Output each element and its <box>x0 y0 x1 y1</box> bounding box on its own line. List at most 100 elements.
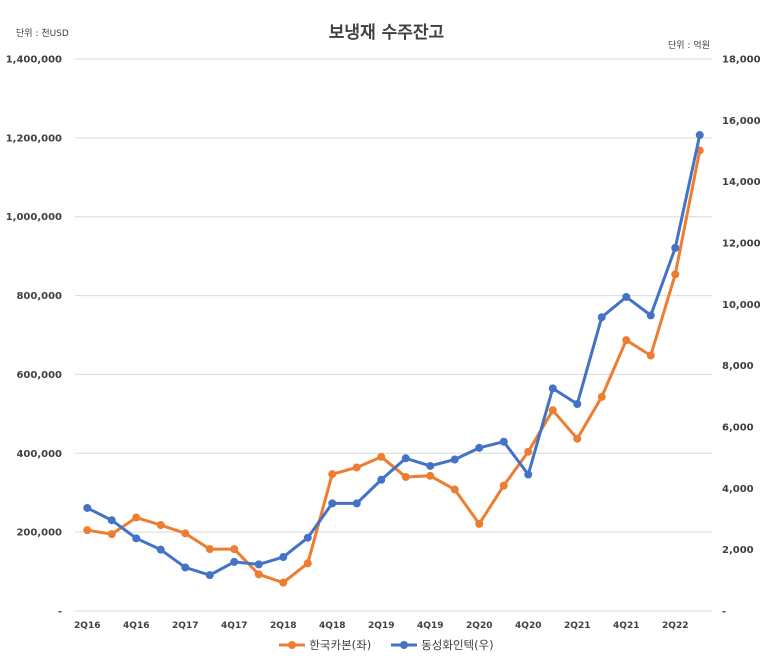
x-tick-label: 2Q22 <box>662 621 688 631</box>
series-0-point[interactable] <box>597 392 606 401</box>
gridlines <box>75 58 712 612</box>
series-0-point[interactable] <box>181 529 190 538</box>
series-0-point[interactable] <box>132 513 141 522</box>
series-1-point[interactable] <box>450 455 459 464</box>
left-tick-label: 1,200,000 <box>6 133 62 144</box>
series-1-point[interactable] <box>499 437 508 446</box>
series-0-point[interactable] <box>352 463 361 472</box>
series-0-point[interactable] <box>401 472 410 481</box>
right-tick-label: 18,000 <box>722 55 761 66</box>
series-0-point[interactable] <box>548 406 557 415</box>
right-axis-ticks: - 2,000 4,000 6,000 8,000 10,000 12,000 14,000 1… <box>722 55 761 618</box>
legend-swatch-blue <box>391 641 418 649</box>
series-1-point[interactable] <box>524 470 533 479</box>
left-tick-label: 200,000 <box>16 528 62 539</box>
series-1-point[interactable] <box>671 243 680 252</box>
series-1-point[interactable] <box>695 131 704 140</box>
series-1-point[interactable] <box>646 311 655 320</box>
left-tick-label: 1,000,000 <box>6 212 62 223</box>
x-tick-label: 2Q17 <box>172 621 198 631</box>
right-tick-label: 16,000 <box>722 116 761 127</box>
left-tick-label: 400,000 <box>16 449 62 460</box>
x-tick-label: 4Q19 <box>417 621 443 631</box>
right-tick-label: 8,000 <box>722 361 754 372</box>
left-tick-label: 1,400,000 <box>6 55 62 66</box>
series-1-point[interactable] <box>279 553 288 562</box>
series-0-point[interactable] <box>230 545 239 554</box>
series-0-point[interactable] <box>524 447 533 456</box>
series-0-point[interactable] <box>303 559 312 568</box>
right-tick-label: 6,000 <box>722 423 754 434</box>
right-tick-label: 12,000 <box>722 239 761 250</box>
x-tick-label: 2Q21 <box>564 621 590 631</box>
chart-title: 보냉재 수주잔고 <box>328 23 445 43</box>
right-tick-label: 10,000 <box>722 300 761 311</box>
series-0-point[interactable] <box>328 470 337 479</box>
series-1-point[interactable] <box>132 534 141 543</box>
series-1-point[interactable] <box>597 313 606 322</box>
left-axis-ticks: - 200,000 400,000 600,000 800,000 1,000,000 1,… <box>6 55 62 618</box>
series-0-point[interactable] <box>83 526 92 535</box>
right-tick-label: - <box>722 607 726 618</box>
series-1-point[interactable] <box>230 557 239 566</box>
series-1-point[interactable] <box>303 533 312 542</box>
right-tick-label: 14,000 <box>722 177 761 188</box>
series-1-point[interactable] <box>181 563 190 572</box>
x-tick-label: 2Q16 <box>74 621 100 631</box>
x-axis-ticks: 2Q16 4Q16 2Q17 4Q17 2Q18 4Q18 2Q19 4Q19 2Q20 4Q20… <box>74 621 688 631</box>
series-0-point[interactable] <box>622 336 631 345</box>
left-tick-label: - <box>58 607 62 618</box>
series-0-point[interactable] <box>156 521 165 530</box>
series-0-point[interactable] <box>573 434 582 443</box>
right-tick-label: 2,000 <box>722 545 754 556</box>
series-0-point[interactable] <box>475 519 484 528</box>
series-1-point[interactable] <box>205 571 214 580</box>
series-1-point[interactable] <box>254 560 263 569</box>
series-line-1 <box>86 134 702 577</box>
series-0-point[interactable] <box>377 452 386 461</box>
x-tick-label: 2Q19 <box>368 621 394 631</box>
left-tick-label: 800,000 <box>16 291 62 302</box>
right-axis-unit: 단위 : 억원 <box>668 41 710 51</box>
x-tick-label: 4Q17 <box>221 621 247 631</box>
legend: 한국카본(좌) 동성화인텍(우) <box>0 637 773 653</box>
x-tick-label: 4Q20 <box>515 621 541 631</box>
right-tick-label: 4,000 <box>722 484 754 495</box>
series-1-point[interactable] <box>622 292 631 301</box>
series-0-point[interactable] <box>107 530 116 539</box>
series-0-point[interactable] <box>426 471 435 480</box>
x-tick-label: 4Q18 <box>319 621 345 631</box>
series-0-point[interactable] <box>671 270 680 279</box>
series-0-point[interactable] <box>499 481 508 490</box>
series-1-point[interactable] <box>475 443 484 452</box>
series-line-0 <box>87 150 702 585</box>
legend-item-hankook[interactable]: 한국카본(좌) <box>279 637 371 653</box>
x-tick-label: 2Q20 <box>466 621 492 631</box>
left-tick-label: 600,000 <box>16 370 62 381</box>
series-1-point[interactable] <box>573 400 582 408</box>
left-axis-unit: 단위 : 천USD <box>16 29 69 39</box>
legend-label-dongsung: 동성화인텍(우) <box>421 638 494 652</box>
legend-swatch-orange <box>279 641 306 649</box>
series-1-point[interactable] <box>377 475 386 484</box>
series-1-point[interactable] <box>352 499 361 508</box>
series-0-point[interactable] <box>205 545 214 554</box>
series-1-point[interactable] <box>107 516 116 525</box>
x-tick-label: 4Q21 <box>613 621 639 631</box>
series-0-point[interactable] <box>279 578 288 587</box>
x-tick-label: 2Q18 <box>270 621 296 631</box>
series-1-point[interactable] <box>401 454 410 463</box>
series-0-point[interactable] <box>450 485 459 494</box>
series-0-point[interactable] <box>254 570 263 579</box>
series-1-point[interactable] <box>548 384 557 393</box>
series-1-point[interactable] <box>426 461 435 470</box>
series-1-point[interactable] <box>83 503 92 512</box>
x-tick-label: 4Q16 <box>123 621 149 631</box>
series-layer <box>83 131 704 587</box>
legend-item-dongsung[interactable]: 동성화인텍(우) <box>391 637 494 653</box>
series-1-point[interactable] <box>328 499 337 508</box>
series-0-point[interactable] <box>646 351 655 360</box>
legend-label-hankook: 한국카본(좌) <box>309 638 372 652</box>
series-1-point[interactable] <box>156 545 165 554</box>
